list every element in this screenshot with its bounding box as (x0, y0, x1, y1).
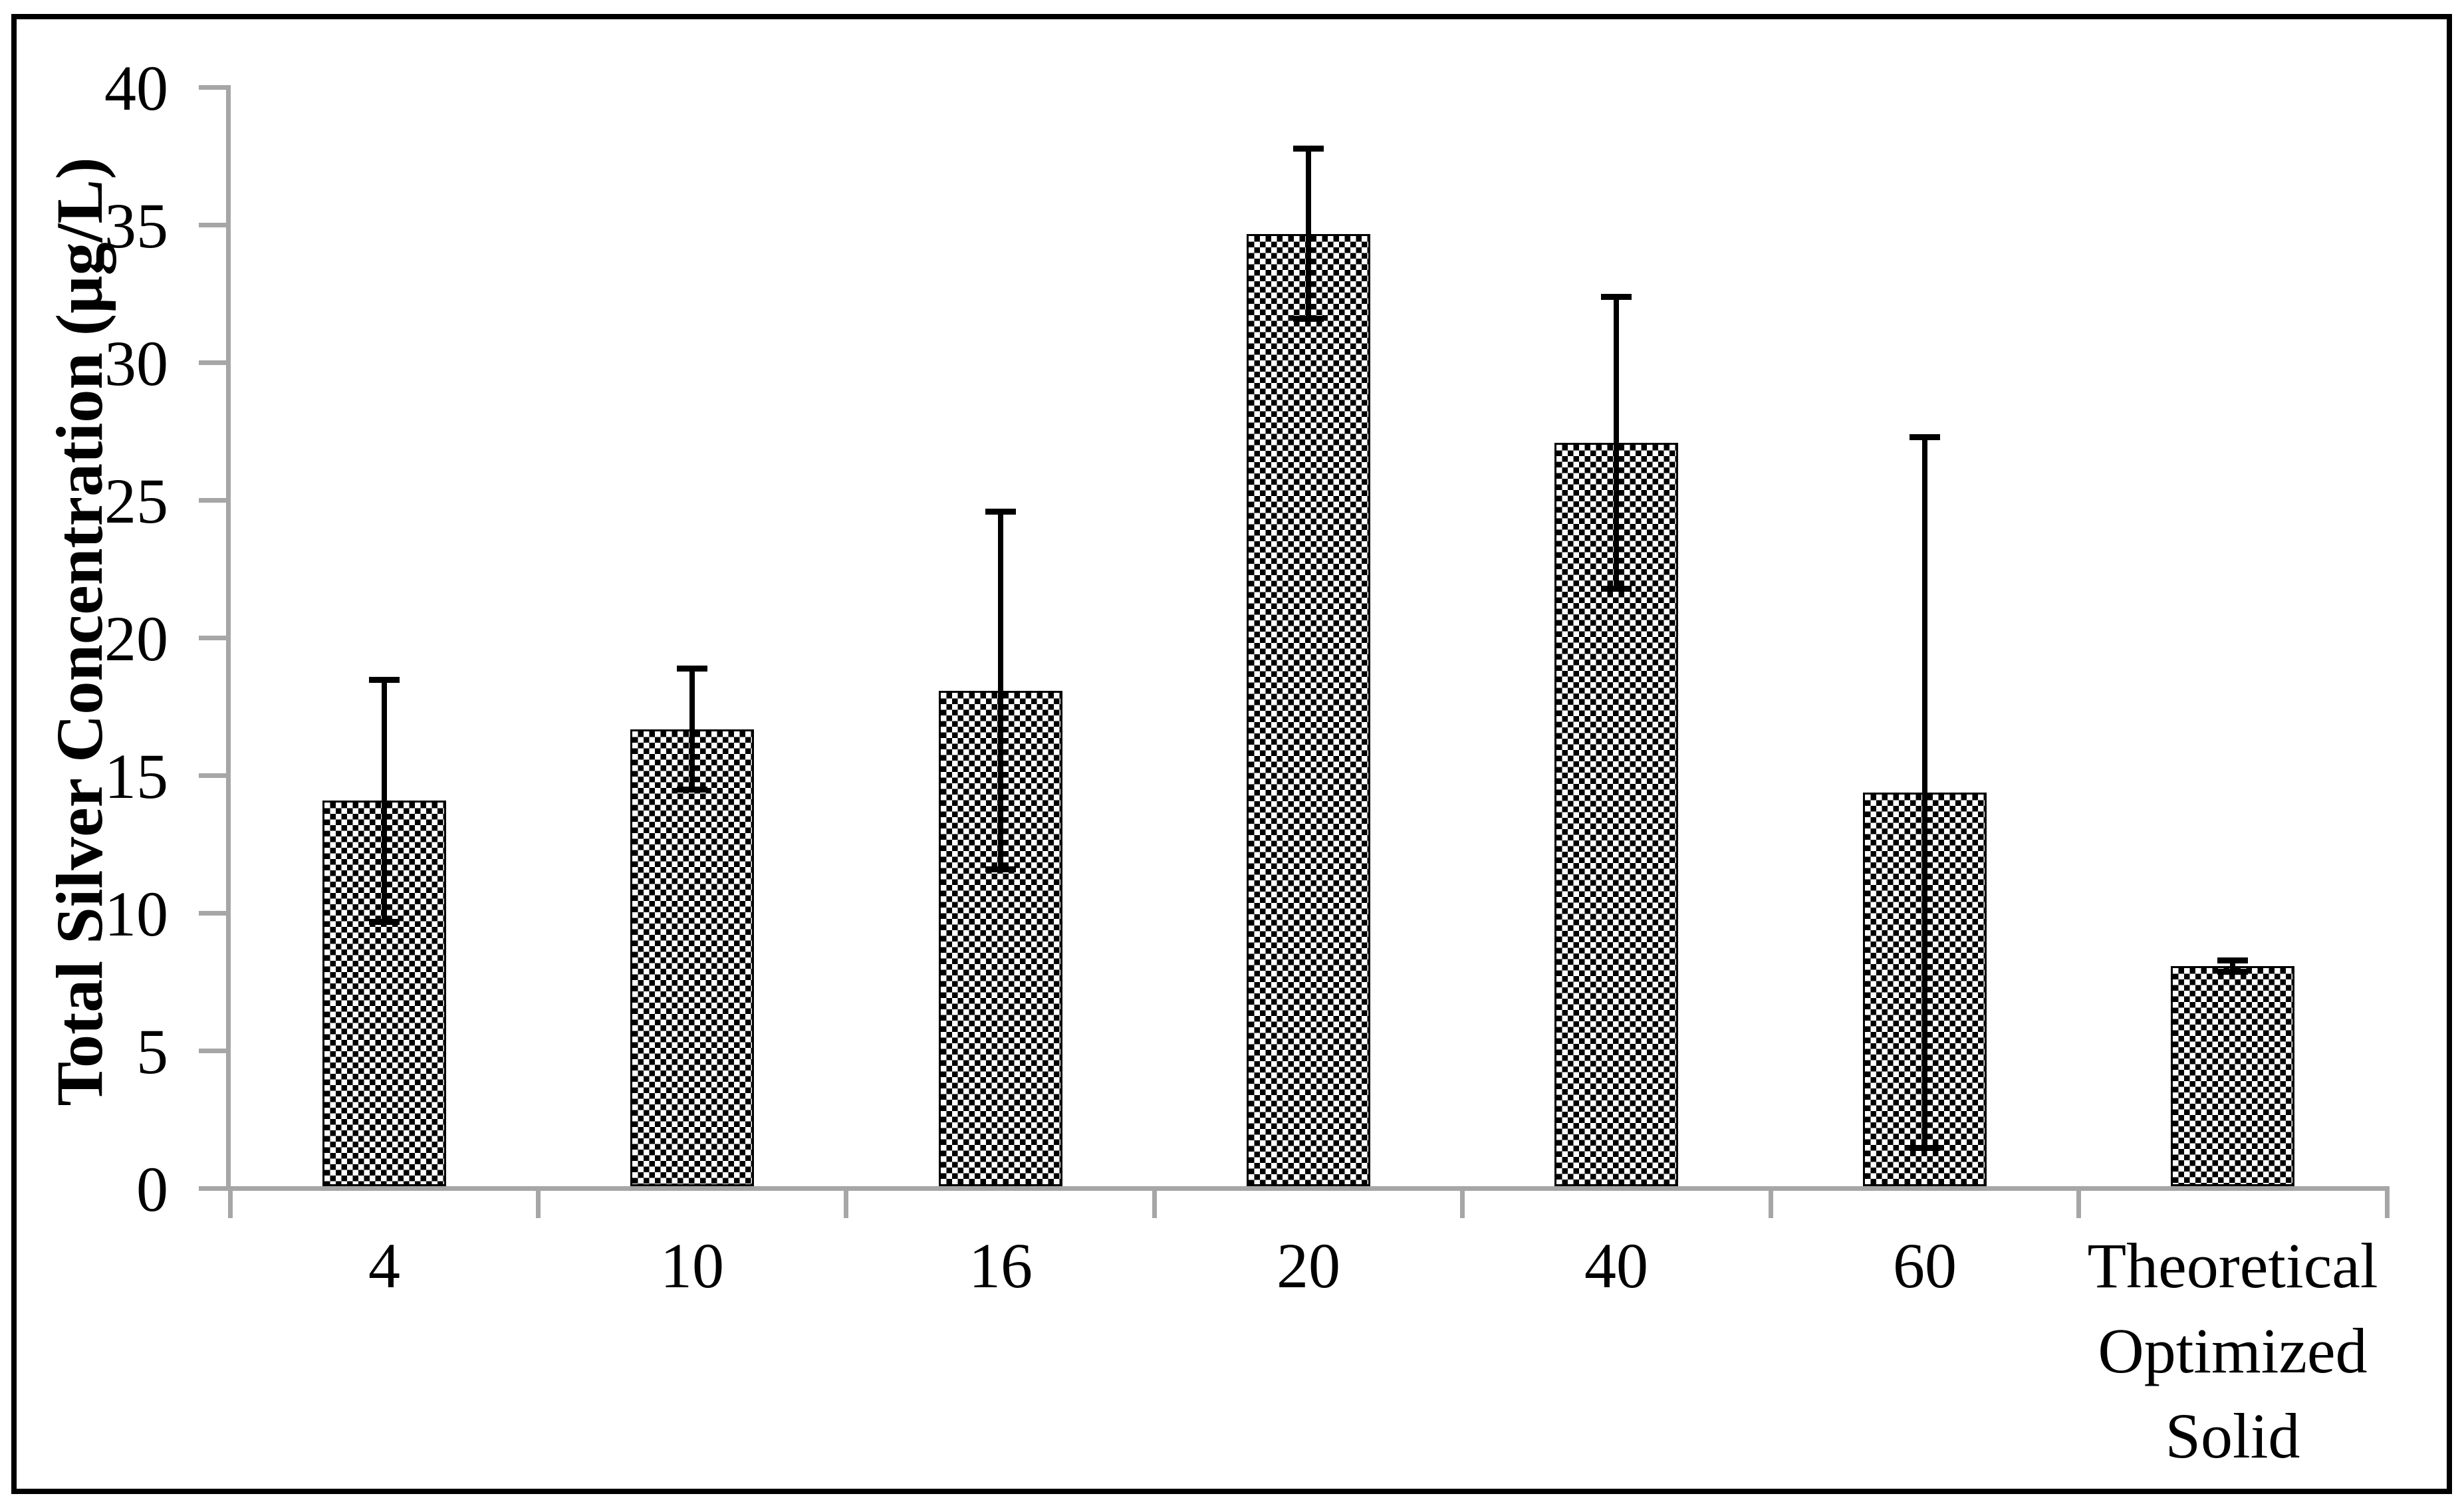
error-bar (1614, 297, 1619, 589)
y-tick (199, 636, 230, 640)
error-bar-cap-bottom (1601, 586, 1632, 592)
y-tick (199, 1186, 230, 1191)
error-bar-cap-bottom (2217, 969, 2248, 975)
error-bar (1922, 438, 1927, 1148)
bar (1247, 234, 1370, 1186)
x-category-label: 16 (969, 1230, 1033, 1301)
x-tick (2076, 1186, 2081, 1218)
y-tick-label: 10 (104, 878, 168, 949)
y-tick-label: 20 (104, 603, 168, 674)
x-tick (228, 1186, 233, 1218)
error-bar-cap-top (369, 677, 400, 683)
bar (939, 691, 1062, 1186)
error-bar-cap-bottom (369, 919, 400, 925)
x-tick (1460, 1186, 1465, 1218)
x-category-label: Theoretical Optimized Solid (2087, 1230, 2378, 1471)
error-bar-cap-top (985, 509, 1016, 515)
y-tick-label: 25 (104, 465, 168, 537)
error-bar-cap-top (1293, 146, 1324, 152)
x-tick (2385, 1186, 2390, 1218)
y-tick (199, 911, 230, 916)
error-bar-cap-top (1910, 434, 1940, 440)
x-category-label: 60 (1893, 1230, 1957, 1301)
error-bar-cap-top (2217, 957, 2248, 963)
y-tick (199, 773, 230, 778)
error-bar-cap-top (677, 666, 707, 672)
error-bar-cap-top (1601, 294, 1632, 300)
error-bar-cap-bottom (1293, 316, 1324, 322)
y-tick-label: 30 (104, 328, 168, 399)
y-tick-label: 5 (136, 1016, 168, 1087)
error-bar (1306, 148, 1311, 319)
y-tick-label: 0 (136, 1154, 168, 1225)
x-category-label: 4 (368, 1230, 400, 1301)
chart-frame (11, 14, 2452, 1494)
y-tick (199, 223, 230, 227)
error-bar (998, 512, 1003, 870)
x-category-label: 20 (1277, 1230, 1340, 1301)
bar (2171, 966, 2294, 1186)
error-bar (2230, 961, 2235, 972)
y-tick (199, 85, 230, 90)
error-bar (689, 669, 695, 790)
x-tick (1152, 1186, 1157, 1218)
bar (630, 729, 754, 1186)
y-tick (199, 360, 230, 365)
x-tick (844, 1186, 848, 1218)
error-bar (382, 680, 387, 922)
x-axis-line (226, 1186, 2387, 1191)
x-tick (1769, 1186, 1773, 1218)
y-tick-label: 40 (104, 53, 168, 124)
y-tick (199, 1049, 230, 1053)
y-tick-label: 35 (104, 190, 168, 261)
error-bar-cap-bottom (1910, 1145, 1940, 1151)
x-tick (536, 1186, 541, 1218)
error-bar-cap-bottom (677, 787, 707, 793)
error-bar-cap-bottom (985, 866, 1016, 872)
y-tick-label: 15 (104, 741, 168, 812)
x-category-label: 40 (1584, 1230, 1648, 1301)
x-category-label: 10 (660, 1230, 724, 1301)
y-tick (199, 498, 230, 503)
